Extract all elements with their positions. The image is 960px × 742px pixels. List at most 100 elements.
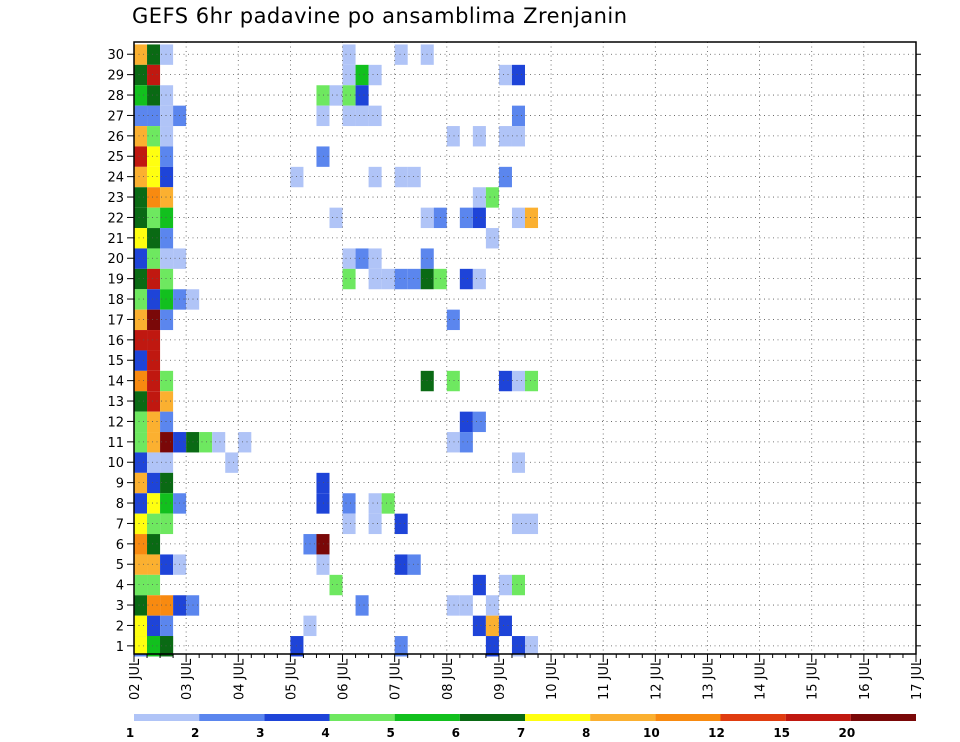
heatmap-cell	[186, 432, 200, 453]
heatmap-cell	[160, 268, 174, 290]
heatmap-cell	[134, 554, 148, 575]
heatmap-cell	[147, 554, 161, 575]
heatmap-cell	[134, 432, 148, 453]
heatmap-cell	[498, 126, 512, 147]
x-tick-label: 09 JUL	[493, 658, 508, 700]
heatmap-cell	[147, 534, 161, 555]
heatmap-cell	[134, 350, 148, 371]
heatmap-cell	[316, 146, 330, 167]
y-tick-label: 27	[107, 109, 124, 124]
chart-title: GEFS 6hr padavine po ansamblima Zrenjani…	[132, 4, 628, 28]
y-tick-label: 30	[107, 48, 124, 63]
x-tick-label: 11 JUL	[597, 658, 612, 700]
y-tick-label: 22	[107, 211, 124, 226]
heatmap-cell	[329, 574, 343, 596]
heatmap-cell	[433, 268, 447, 290]
heatmap-cell	[381, 493, 395, 514]
y-tick-label: 17	[107, 313, 124, 328]
heatmap-cell	[173, 432, 187, 453]
heatmap-cell	[355, 64, 369, 86]
heatmap-cell	[134, 534, 148, 555]
heatmap-cell	[147, 330, 161, 351]
heatmap-cell	[134, 330, 148, 351]
heatmap-cell	[160, 432, 174, 453]
colorbar: 1 2 3 4 5 6 7 8 10 12 15 20	[126, 714, 916, 740]
heatmap-cell	[368, 166, 382, 188]
heatmap-cell	[394, 268, 408, 290]
heatmap-cell	[147, 493, 161, 514]
heatmap-cell	[134, 289, 148, 310]
heatmap-cell	[290, 166, 304, 188]
colorbar-segment	[459, 714, 525, 721]
heatmap-cell	[511, 207, 525, 229]
heatmap-cell	[485, 615, 499, 637]
heatmap-cell	[511, 513, 525, 535]
colorbar-segment	[394, 714, 460, 721]
heatmap-cell	[316, 105, 330, 127]
heatmap-cell	[446, 370, 460, 392]
heatmap-cell	[485, 595, 499, 616]
x-tick-label: 12 JUL	[649, 658, 664, 700]
heatmap-cell	[147, 64, 161, 86]
heatmap-cell	[199, 432, 213, 453]
heatmap-cell	[160, 289, 174, 310]
y-tick-label: 19	[107, 273, 124, 288]
colorbar-segment	[264, 714, 330, 721]
colorbar-segment	[525, 714, 591, 721]
y-tick-label: 9	[116, 477, 124, 492]
heatmap-cell	[368, 105, 382, 127]
x-tick-label: 05 JUL	[284, 658, 299, 700]
colorbar-segment	[329, 714, 395, 721]
heatmap-cell	[160, 391, 174, 412]
heatmap-cell	[238, 432, 252, 453]
heatmap-cell	[459, 432, 473, 453]
heatmap-cell	[472, 187, 486, 208]
heatmap-cell	[355, 85, 369, 106]
heatmap-cell	[147, 513, 161, 535]
heatmap-cell	[342, 248, 356, 269]
heatmap-cell	[355, 595, 369, 616]
x-tick-label: 04 JUL	[232, 658, 247, 700]
heatmap-cell	[433, 207, 447, 229]
y-tick-label: 16	[107, 334, 124, 349]
heatmap-cell	[134, 636, 148, 654]
heatmap-cell	[160, 146, 174, 167]
colorbar-label: 10	[643, 726, 660, 740]
heatmap-cell	[342, 493, 356, 514]
y-axis: 1234567891011121314151617181920212223242…	[107, 48, 921, 655]
heatmap-cell	[173, 595, 187, 616]
heatmap-cell	[472, 574, 486, 596]
heatmap-cell	[342, 85, 356, 106]
colorbar-label: 1	[126, 726, 134, 740]
heatmap-cell	[316, 554, 330, 575]
heatmap-cell	[147, 472, 161, 494]
heatmap-cell	[134, 105, 148, 127]
heatmap-cell	[147, 85, 161, 106]
heatmap-cell	[459, 411, 473, 433]
heatmap-cell	[407, 166, 421, 188]
heatmap-cell	[394, 166, 408, 188]
heatmap-cell	[134, 615, 148, 637]
heatmap-cell	[355, 248, 369, 269]
heatmap-cell	[525, 513, 539, 535]
heatmap-cell	[498, 64, 512, 86]
y-tick-label: 24	[107, 171, 124, 186]
heatmap-cell	[342, 513, 356, 535]
heatmap-cell	[186, 289, 200, 310]
heatmap-cell	[160, 411, 174, 433]
heatmap-cell	[186, 595, 200, 616]
heatmap-cell	[134, 85, 148, 106]
heatmap-cell	[420, 248, 434, 269]
heatmap-cell	[329, 85, 343, 106]
x-tick-label: 16 JUL	[858, 658, 873, 700]
heatmap-cell	[485, 187, 499, 208]
heatmap-cell	[511, 126, 525, 147]
heatmap-cell	[368, 248, 382, 269]
heatmap-cell	[316, 534, 330, 555]
x-tick-label: 13 JUL	[701, 658, 716, 700]
heatmap-cell	[147, 350, 161, 371]
heatmap-cell	[498, 574, 512, 596]
heatmap-cell	[160, 615, 174, 637]
heatmap-cell	[394, 554, 408, 575]
colorbar-label: 6	[452, 726, 460, 740]
